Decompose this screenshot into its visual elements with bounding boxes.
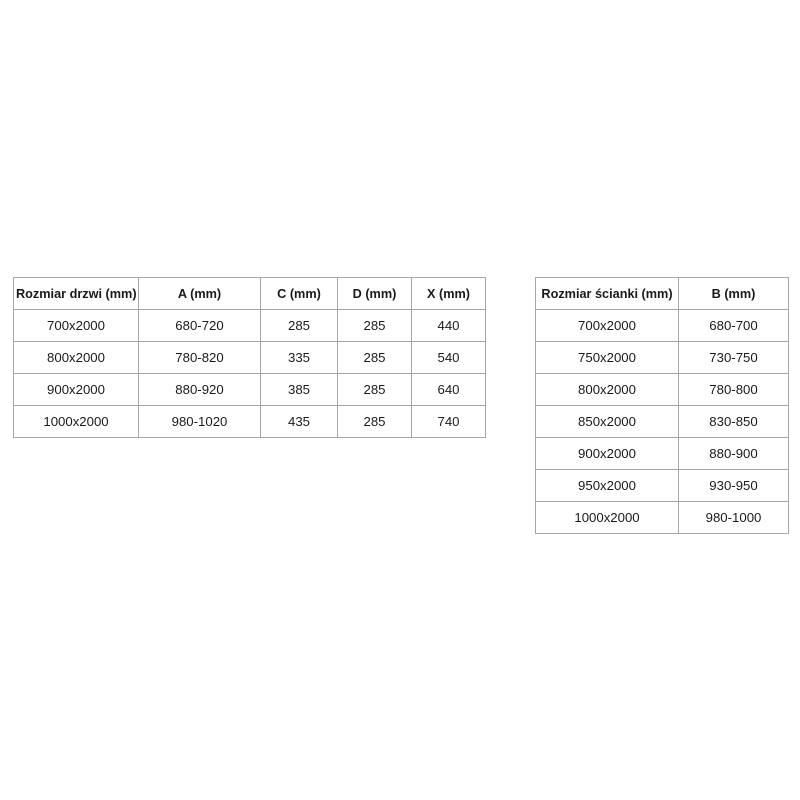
cell-a: 980-1020 [138,405,261,438]
cell-x: 540 [411,341,486,374]
cell-d: 285 [337,309,412,342]
cell-b: 830-850 [678,405,789,438]
table-row: 900x2000 880-900 [535,437,789,470]
cell-d: 285 [337,405,412,438]
door-size-table: Rozmiar drzwi (mm) A (mm) C (mm) D (mm) … [13,277,486,438]
door-table-header: Rozmiar drzwi (mm) A (mm) C (mm) D (mm) … [13,277,486,310]
cell-wall-size: 900x2000 [535,437,679,470]
table-row: 750x2000 730-750 [535,341,789,374]
cell-door-size: 700x2000 [13,309,139,342]
cell-b: 730-750 [678,341,789,374]
cell-wall-size: 1000x2000 [535,501,679,534]
column-header-wall-size: Rozmiar ścianki (mm) [535,277,679,310]
cell-x: 440 [411,309,486,342]
cell-d: 285 [337,373,412,406]
table-row: 950x2000 930-950 [535,469,789,502]
cell-d: 285 [337,341,412,374]
table-row: 1000x2000 980-1020 435 285 740 [13,405,486,438]
cell-c: 385 [260,373,338,406]
column-header-d: D (mm) [337,277,412,310]
column-header-a: A (mm) [138,277,261,310]
table-row: 1000x2000 980-1000 [535,501,789,534]
cell-b: 930-950 [678,469,789,502]
cell-door-size: 1000x2000 [13,405,139,438]
cell-wall-size: 850x2000 [535,405,679,438]
cell-door-size: 900x2000 [13,373,139,406]
table-row: 700x2000 680-700 [535,309,789,342]
cell-c: 285 [260,309,338,342]
column-header-x: X (mm) [411,277,486,310]
table-header-row: Rozmiar drzwi (mm) A (mm) C (mm) D (mm) … [13,277,486,310]
table-row: 850x2000 830-850 [535,405,789,438]
cell-wall-size: 700x2000 [535,309,679,342]
cell-a: 880-920 [138,373,261,406]
column-header-b: B (mm) [678,277,789,310]
cell-b: 780-800 [678,373,789,406]
cell-x: 640 [411,373,486,406]
table-row: 900x2000 880-920 385 285 640 [13,373,486,406]
cell-wall-size: 750x2000 [535,341,679,374]
cell-c: 335 [260,341,338,374]
cell-b: 680-700 [678,309,789,342]
table-row: 800x2000 780-800 [535,373,789,406]
door-table-body: 700x2000 680-720 285 285 440 800x2000 78… [13,309,486,438]
cell-wall-size: 800x2000 [535,373,679,406]
cell-door-size: 800x2000 [13,341,139,374]
cell-a: 780-820 [138,341,261,374]
column-header-door-size: Rozmiar drzwi (mm) [13,277,139,310]
wall-panel-size-table: Rozmiar ścianki (mm) B (mm) 700x2000 680… [535,277,789,534]
wall-table-header: Rozmiar ścianki (mm) B (mm) [535,277,789,310]
table-header-row: Rozmiar ścianki (mm) B (mm) [535,277,789,310]
cell-c: 435 [260,405,338,438]
table-row: 700x2000 680-720 285 285 440 [13,309,486,342]
table-row: 800x2000 780-820 335 285 540 [13,341,486,374]
cell-x: 740 [411,405,486,438]
cell-b: 880-900 [678,437,789,470]
cell-a: 680-720 [138,309,261,342]
column-header-c: C (mm) [260,277,338,310]
cell-b: 980-1000 [678,501,789,534]
wall-table-body: 700x2000 680-700 750x2000 730-750 800x20… [535,309,789,534]
cell-wall-size: 950x2000 [535,469,679,502]
